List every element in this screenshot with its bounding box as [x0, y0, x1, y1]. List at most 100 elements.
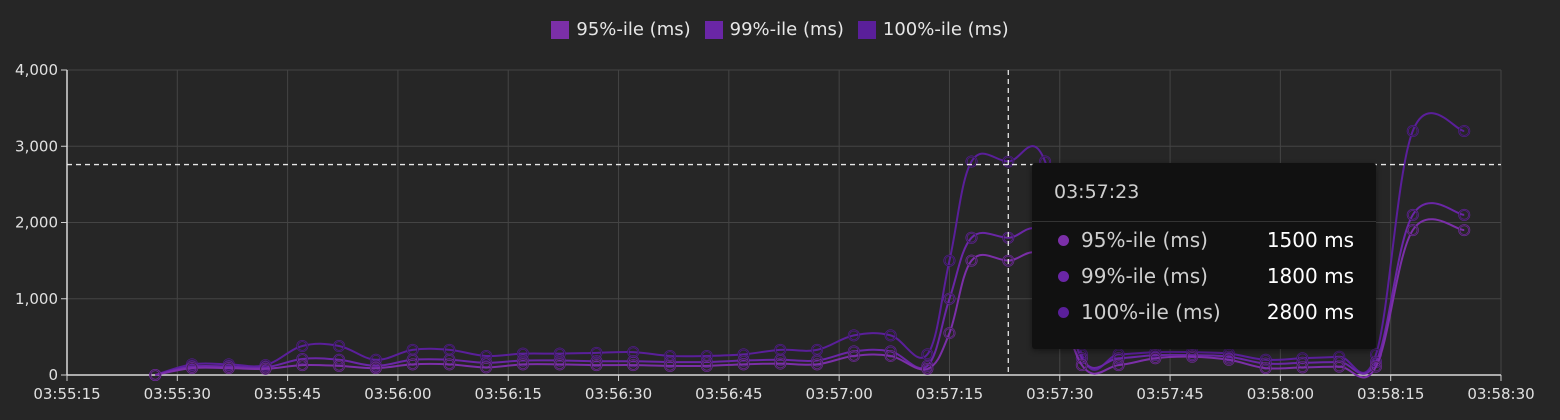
data-point-outline — [1186, 351, 1198, 363]
data-point-outline — [554, 355, 566, 367]
data-point-outline — [664, 356, 676, 368]
y-tick-label: 3,000 — [15, 137, 58, 155]
data-point-outline — [1223, 354, 1235, 366]
x-tick-label: 03:55:45 — [254, 385, 321, 403]
data-point-outline — [590, 355, 602, 367]
data-point-outline — [738, 358, 750, 370]
tooltip-row-100: 100%-ile (ms) 2800 ms — [1032, 294, 1376, 330]
data-point-outline — [1002, 156, 1014, 167]
tooltip-series-value: 1800 ms — [1266, 264, 1354, 288]
data-point-outline — [664, 360, 676, 372]
data-point-outline — [774, 354, 786, 366]
legend-swatch-99 — [704, 20, 723, 39]
x-tick-label: 03:58:15 — [1357, 385, 1424, 403]
legend-label-100: 100%-ile (ms) — [882, 19, 1009, 40]
data-point-outline — [701, 360, 713, 372]
legend-label-95: 95%-ile (ms) — [576, 19, 691, 40]
tooltip-row-99: 99%-ile (ms) 1800 ms — [1032, 258, 1376, 294]
data-point-outline — [149, 369, 161, 381]
data-point-outline — [1113, 352, 1125, 364]
data-point-outline — [943, 293, 955, 305]
data-point-outline — [943, 327, 955, 339]
legend-label-99: 99%-ile (ms) — [729, 19, 844, 40]
data-point-outline — [590, 359, 602, 371]
data-point-outline — [1407, 125, 1419, 137]
chart-crosshair — [67, 70, 1501, 375]
x-tick-label: 03:57:30 — [1026, 385, 1093, 403]
x-tick-label: 03:57:45 — [1136, 385, 1203, 403]
data-point-outline — [1113, 359, 1125, 371]
data-point-outline — [1260, 362, 1272, 374]
chart-axes: 03:55:15 03:55:30 03:55:45 03:56:00 03:56:15… — [15, 61, 1535, 403]
tooltip-series-value: 1500 ms — [1266, 228, 1354, 252]
data-point-outline — [1407, 209, 1419, 221]
tooltip-row-95: 95%-ile (ms) 1500 ms — [1032, 222, 1376, 258]
tooltip-series-name: 100%-ile (ms) — [1081, 300, 1221, 324]
data-point-outline — [701, 356, 713, 368]
y-tick-label: 0 — [48, 366, 58, 384]
data-point-outline — [186, 362, 198, 374]
tooltip-series-name: 95%-ile (ms) — [1081, 228, 1208, 252]
data-point-outline — [1370, 361, 1382, 373]
data-point-outline — [811, 358, 823, 370]
x-tick-label: 03:56:30 — [585, 385, 652, 403]
legend-item-99[interactable]: 99%-ile (ms) — [704, 19, 844, 40]
x-tick-label: 03:58:00 — [1247, 385, 1314, 403]
legend-swatch-95 — [551, 20, 570, 39]
data-point-outline — [590, 347, 602, 359]
data-point-outline — [333, 354, 345, 366]
x-tick-label: 03:57:00 — [805, 385, 872, 403]
tooltip-dot-99 — [1058, 270, 1069, 282]
x-tick-label: 03:55:30 — [144, 385, 211, 403]
data-point-outline — [811, 355, 823, 367]
data-point-outline — [774, 358, 786, 370]
tooltip-dot-95 — [1058, 234, 1069, 246]
data-point-outline — [1407, 224, 1419, 236]
data-point-outline — [517, 358, 529, 370]
data-point-outline — [627, 359, 639, 371]
data-point-outline — [848, 350, 860, 362]
y-tick-label: 4,000 — [15, 61, 58, 79]
data-point-outline — [1458, 224, 1470, 236]
data-point-outline — [943, 255, 955, 267]
data-point-outline — [443, 358, 455, 370]
y-tick-label: 2,000 — [15, 214, 58, 232]
data-point-outline — [1076, 359, 1088, 371]
data-point-outline — [296, 353, 308, 365]
x-tick-label: 03:56:00 — [364, 385, 431, 403]
data-point-outline — [885, 350, 897, 362]
data-point-outline — [966, 156, 978, 167]
data-point-outline — [333, 340, 345, 352]
data-point-outline — [921, 348, 933, 360]
data-point-outline — [333, 360, 345, 372]
data-point-outline — [1296, 361, 1308, 373]
data-point-outline — [966, 255, 978, 267]
data-point-outline — [848, 329, 860, 341]
tooltip-series-name: 99%-ile (ms) — [1081, 264, 1208, 288]
data-point-outline — [260, 363, 272, 375]
data-point-outline — [554, 358, 566, 370]
legend-item-100[interactable]: 100%-ile (ms) — [857, 19, 1009, 40]
data-point-outline — [296, 340, 308, 352]
data-point-outline — [921, 363, 933, 375]
data-point-outline — [738, 355, 750, 367]
data-point-outline — [1260, 354, 1272, 366]
tooltip-separator — [1032, 221, 1376, 222]
data-point-outline — [1458, 125, 1470, 137]
tooltip-series-value: 2800 ms — [1266, 300, 1354, 324]
data-point-outline — [480, 361, 492, 373]
chart-tooltip: 03:57:23 95%-ile (ms) 1500 ms 99%-ile (m… — [1032, 163, 1376, 349]
x-tick-label: 03:58:30 — [1467, 385, 1534, 403]
legend-item-95[interactable]: 95%-ile (ms) — [551, 19, 691, 40]
data-point-outline — [480, 350, 492, 362]
data-point-outline — [1149, 352, 1161, 364]
data-point-outline — [1002, 255, 1014, 267]
legend-swatch-100 — [857, 20, 876, 39]
x-tick-label: 03:56:15 — [475, 385, 542, 403]
data-point-outline — [1333, 361, 1345, 373]
data-point-outline — [1458, 209, 1470, 221]
x-tick-label: 03:56:45 — [695, 385, 762, 403]
series-0 — [149, 218, 1471, 381]
x-tick-label: 03:57:15 — [916, 385, 983, 403]
